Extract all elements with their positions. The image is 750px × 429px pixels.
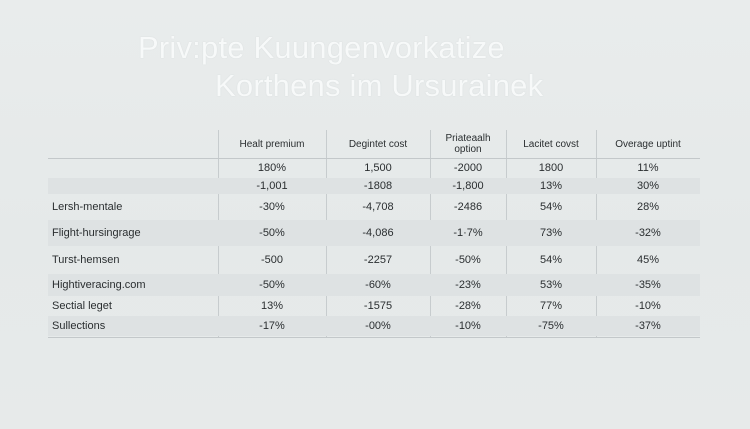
table-cell: 1,500	[364, 162, 392, 174]
table-cell: -50%	[259, 227, 285, 239]
table-cell: -28%	[455, 300, 481, 312]
row-label: Sectial leget	[52, 300, 112, 312]
table-cell: 11%	[637, 162, 659, 174]
table-row: Sectial leget 13% -1575 -28% 77% -10%	[48, 296, 700, 316]
table-cell: -30%	[259, 201, 285, 213]
table-row: 180% 1,500 -2000 1800 11%	[48, 158, 700, 178]
table-cell: -17%	[259, 320, 285, 332]
row-label: Flight-hursingrage	[52, 227, 141, 239]
row-label: Sullections	[52, 320, 106, 332]
table-cell: -35%	[635, 279, 661, 291]
table-header-row: Healt premium Degintet cost Priateaalh o…	[48, 130, 700, 158]
table-cell: 28%	[636, 201, 660, 213]
table-cell: 54%	[539, 201, 563, 213]
table-cell: -4,086	[362, 227, 394, 239]
table-cell: -10%	[455, 320, 481, 332]
table-bottom-rule	[48, 337, 700, 338]
table-cell: -1,800	[452, 180, 484, 192]
table-row: Lersh-mentale -30% -4,708 -2486 54% 28%	[48, 194, 700, 220]
table-cell: -4,708	[362, 201, 394, 213]
table-row: Flight-hursingrage -50% -4,086 -1·7% 73%…	[48, 220, 700, 246]
header-cell: Degintet cost	[348, 138, 408, 150]
header-cell: Healt premium	[239, 138, 305, 150]
page-subtitle: Korthens im Ursurainek	[215, 68, 544, 103]
table-cell: -23%	[455, 279, 481, 291]
header-cell: Priateaalh option	[445, 133, 491, 155]
table-cell: -1808	[363, 180, 393, 192]
table-row: Turst-hemsen -500 -2257 -50% 54% 45%	[48, 246, 700, 274]
row-label: Turst-hemsen	[52, 254, 120, 266]
table-cell: 180%	[257, 162, 287, 174]
table-cell: 45%	[636, 254, 660, 266]
page-title: Priv:pte Kuungenvorkatize	[138, 30, 505, 65]
header-cell: Overage uptint	[615, 138, 681, 150]
table-cell: -1575	[363, 300, 393, 312]
table-cell: 30%	[636, 180, 660, 192]
table-cell: -37%	[635, 320, 661, 332]
table-cell: -1,001	[256, 180, 288, 192]
table-cell: 13%	[260, 300, 284, 312]
table-cell: -2000	[453, 162, 483, 174]
table-cell: -75%	[538, 320, 564, 332]
table-cell: -60%	[365, 279, 391, 291]
header-cell: Lacitet covst	[523, 138, 579, 150]
table-cell: -50%	[455, 254, 481, 266]
table-cell: 13%	[539, 180, 563, 192]
row-label: Lersh-mentale	[52, 201, 123, 213]
table-cell: 77%	[539, 300, 563, 312]
table-row: -1,001 -1808 -1,800 13% 30%	[48, 178, 700, 194]
table-cell: 53%	[539, 279, 563, 291]
table-cell: 73%	[539, 227, 563, 239]
table-row: Sullections -17% -00% -10% -75% -37%	[48, 316, 700, 336]
header-rule	[48, 158, 700, 159]
comparison-table: Healt premium Degintet cost Priateaalh o…	[48, 130, 700, 336]
table-cell: -500	[260, 254, 284, 266]
table-cell: 1800	[538, 162, 564, 174]
table-cell: -10%	[635, 300, 661, 312]
row-label: Hightiveracing.com	[52, 279, 146, 291]
table-cell: -32%	[635, 227, 661, 239]
table-row: Hightiveracing.com -50% -60% -23% 53% -3…	[48, 274, 700, 296]
table-cell: -2257	[363, 254, 393, 266]
table-cell: -50%	[259, 279, 285, 291]
table-cell: -1·7%	[453, 227, 483, 239]
table-cell: -00%	[365, 320, 391, 332]
table-cell: -2486	[453, 201, 483, 213]
table-cell: 54%	[539, 254, 563, 266]
